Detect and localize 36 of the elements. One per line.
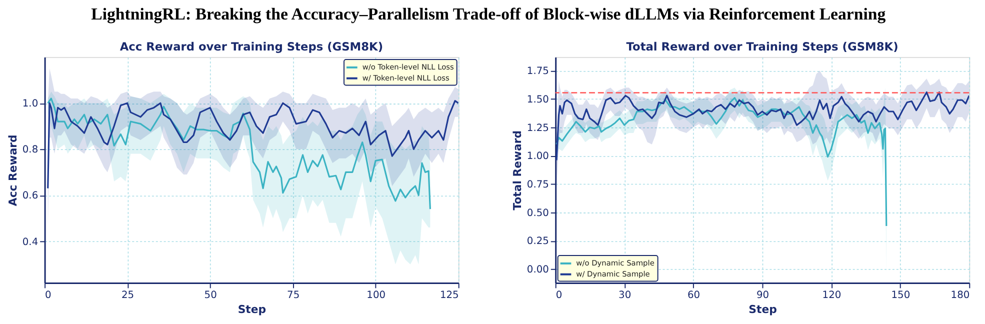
x-tick-label: 30: [618, 290, 632, 302]
y-tick-label: 1.0: [22, 98, 38, 110]
y-tick-label: 1.25: [526, 122, 549, 134]
x-tick-label: 0: [45, 290, 52, 302]
line-series: [556, 91, 970, 162]
x-tick-label: 125: [440, 290, 459, 302]
x-tick-label: 50: [204, 290, 217, 302]
x-tick-label: 150: [891, 290, 910, 302]
y-tick-label: 0.4: [22, 236, 38, 248]
y-tick-label: 0.50: [526, 208, 549, 219]
y-tick-label: 1.00: [526, 151, 549, 162]
x-tick-label: 100: [366, 290, 386, 302]
y-tick-label: 0.6: [22, 190, 38, 202]
y-tick-label: 0.25: [526, 236, 549, 248]
x-axis-title: Step: [238, 302, 266, 316]
line-series: [47, 100, 458, 190]
y-tick-label: 1.50: [526, 94, 549, 106]
y-tick-label: 0.8: [22, 144, 38, 156]
line-series: [556, 97, 888, 227]
x-tick-label: 90: [756, 290, 770, 302]
text: LightningRL: Breaking the Accuracy–Parallelism Trade-off of Block-wise dLLMs via Reinforcement Learning: [91, 4, 886, 24]
chart-title: Acc Reward over Training Steps (GSM8K): [120, 40, 384, 54]
y-tick-label: 0.75: [526, 180, 549, 191]
y-axis-title: Total Reward: [510, 130, 524, 210]
x-tick-label: 25: [122, 290, 134, 302]
y-tick-label: 1.75: [526, 66, 549, 78]
x-tick-label: 60: [688, 290, 700, 302]
y-axis-title: Acc Reward: [6, 134, 20, 206]
x-axis-title: Step: [748, 302, 778, 316]
chart-title: Total Reward over Training Steps (GSM8K): [626, 40, 898, 54]
x-tick-label: 0: [556, 290, 562, 302]
x-tick-label: 120: [822, 290, 842, 302]
x-tick-label: 180: [950, 290, 970, 302]
line-series: [47, 98, 432, 210]
y-tick-label: 0.00: [526, 264, 549, 276]
x-tick-label: 75: [287, 290, 300, 302]
